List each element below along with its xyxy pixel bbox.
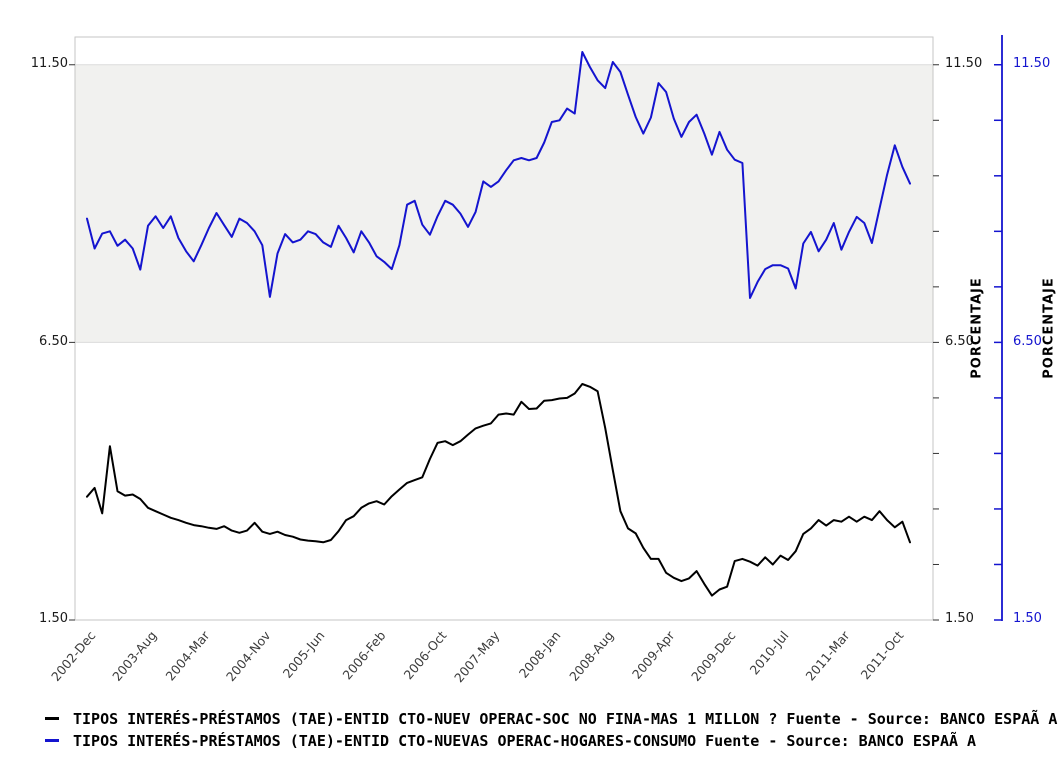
chart-legend: TIPOS INTERÉS-PRÉSTAMOS (TAE)-ENTID CTO-… (0, 708, 1060, 752)
y-axis-right-tick-label: 6.50 (945, 334, 974, 349)
y-axis-left-tick-label: 11.50 (30, 56, 68, 71)
legend-swatch-blue-line (45, 738, 59, 742)
y-axis-title-porcentaje: PORCENTAJE (1041, 277, 1057, 379)
y-axis-blue-tick-label: 6.50 (1013, 334, 1042, 349)
legend-label: TIPOS INTERÉS-PRÉSTAMOS (TAE)-ENTID CTO-… (73, 710, 1058, 728)
legend-swatch-black-line (45, 716, 59, 720)
legend-entry-blue-series: TIPOS INTERÉS-PRÉSTAMOS (TAE)-ENTID CTO-… (0, 730, 1060, 752)
y-axis-left-tick-label: 1.50 (39, 611, 68, 626)
legend-entry-black-series: TIPOS INTERÉS-PRÉSTAMOS (TAE)-ENTID CTO-… (0, 708, 1060, 730)
y-axis-left-tick-label: 6.50 (39, 334, 68, 349)
y-axis-right-tick-label: 11.50 (945, 56, 983, 71)
series-line-black (86, 383, 911, 597)
y-axis-blue-tick-label: 11.50 (1013, 56, 1051, 71)
legend-label: TIPOS INTERÉS-PRÉSTAMOS (TAE)-ENTID CTO-… (73, 732, 977, 750)
y-axis-right-tick-label: 1.50 (945, 611, 974, 626)
y-axis-blue-tick-label: 1.50 (1013, 611, 1042, 626)
series-line-blue (86, 51, 911, 299)
y-axis-title-porcentaje: PORCENTAJE (969, 277, 985, 379)
